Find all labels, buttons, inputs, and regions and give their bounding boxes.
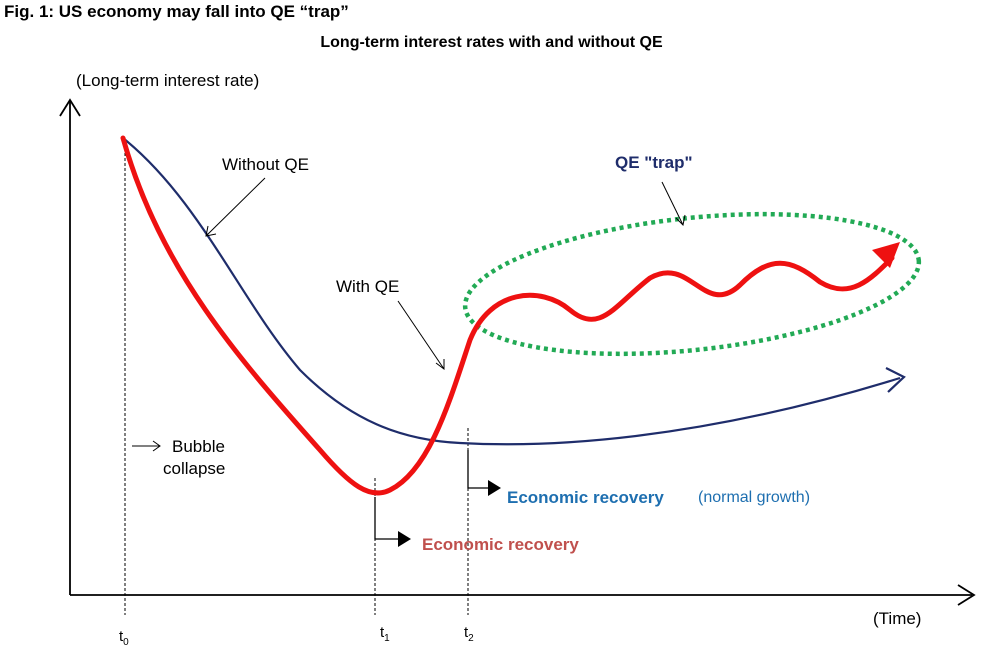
without-qe-pointer-head (205, 225, 217, 237)
recovery-red-arrowhead (398, 531, 411, 547)
qe-trap-ellipse (462, 211, 922, 357)
t0-label: t0 (119, 628, 129, 648)
recovery-red-connector (374, 497, 400, 540)
without-qe-curve (122, 137, 901, 446)
qe-trap-label: QE "trap" (615, 153, 693, 172)
t2-label: t2 (464, 624, 474, 644)
recovery-red-label: Economic recovery (422, 535, 579, 554)
figure-subtitle: Long-term interest rates with and withou… (320, 34, 663, 51)
figure-title: Fig. 1: US economy may fall into QE “tra… (4, 2, 349, 21)
recovery-blue-note: (normal growth) (698, 489, 810, 506)
recovery-blue-arrowhead (488, 480, 501, 496)
t1-label: t1 (380, 624, 390, 644)
recovery-blue-label: Economic recovery (507, 488, 664, 507)
bubble-label-line2: collapse (163, 459, 225, 478)
bubble-pointer-head (152, 440, 161, 452)
without-qe-pointer (205, 177, 266, 237)
y-axis-arrowhead (59, 98, 81, 117)
with-qe-pointer-head (435, 359, 445, 370)
recovery-blue-connector (467, 450, 490, 489)
with-qe-pointer (397, 300, 445, 370)
x-axis-label: (Time) (873, 609, 921, 628)
without-qe-label: Without QE (222, 155, 309, 174)
without-qe-arrowhead (885, 367, 906, 393)
bubble-label-line1: Bubble (172, 437, 225, 456)
y-axis-label: (Long-term interest rate) (76, 71, 259, 90)
x-axis-arrowhead (957, 584, 976, 606)
with-qe-arrowhead (872, 242, 900, 268)
qe-trap-pointer (661, 181, 684, 226)
with-qe-label: With QE (336, 277, 399, 296)
qe-trap-pointer-head (675, 214, 686, 227)
with-qe-curve (120, 135, 895, 496)
